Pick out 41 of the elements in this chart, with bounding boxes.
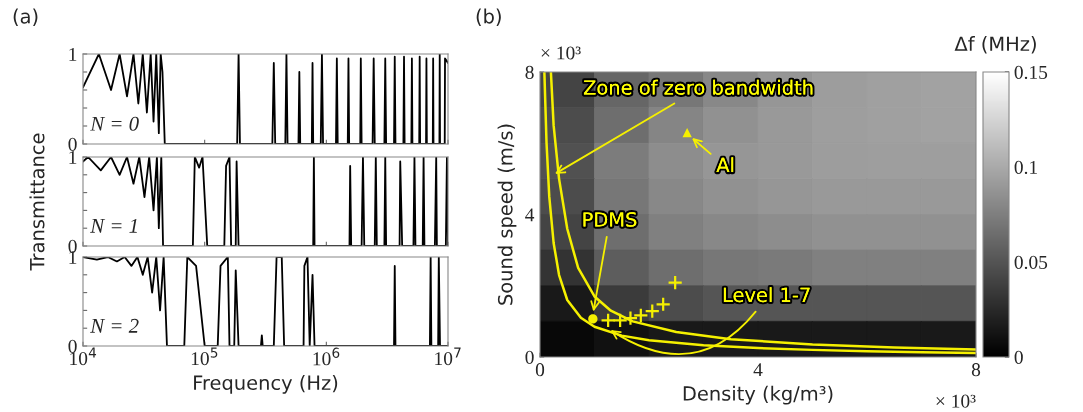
annotation: Level 1-7 <box>723 287 810 303</box>
text: × 10³ <box>936 394 976 408</box>
point <box>612 312 628 328</box>
y-tick-label: 4 <box>525 208 535 222</box>
chart-title: (a) <box>13 8 38 26</box>
x-tick-label: 4 <box>753 363 763 377</box>
annotation: N = 1 <box>90 218 137 233</box>
text: × 10³ <box>541 46 581 60</box>
annotation: Al <box>716 157 734 173</box>
y-tick-label: 0 <box>68 137 77 151</box>
color-bar-label: 0.1 <box>1014 160 1037 175</box>
y-tick-label: 1 <box>69 250 77 264</box>
x-axis-title: Density (kg/m³) <box>683 385 833 405</box>
annotation: Zone of zero bandwidth <box>583 79 813 95</box>
annotation: N = 0 <box>90 116 139 131</box>
color-bar-title: Δf (MHz) <box>954 36 1036 54</box>
y-tick-label: 1 <box>69 150 77 164</box>
point <box>667 274 683 291</box>
x-axis-title: Frequency (Hz) <box>194 375 338 394</box>
y-tick-label: 1 <box>69 47 77 61</box>
x-tick-label: 0 <box>535 363 545 377</box>
annotation: N = 2 <box>90 318 139 333</box>
x-tick-label: 8 <box>971 363 981 377</box>
point <box>622 310 639 326</box>
color-bar-label: 0.05 <box>1014 255 1048 270</box>
y-tick-label: 8 <box>525 65 534 79</box>
point <box>600 312 616 328</box>
chart-title: (b) <box>476 8 501 26</box>
x-tick-label: 10$^{5}$ <box>191 347 218 366</box>
point <box>655 296 671 312</box>
x-tick-label: 10$^{7}$ <box>435 347 461 366</box>
point <box>682 127 692 138</box>
point <box>633 307 649 324</box>
annotation: PDMS <box>583 212 637 227</box>
y-tick-label: 0 <box>68 239 77 253</box>
y-axis-title: Transmittance <box>29 133 45 271</box>
point <box>588 314 598 324</box>
y-axis-title: Sound speed (m/s) <box>497 124 517 305</box>
point <box>644 303 660 319</box>
x-tick-label: 10$^{6}$ <box>313 347 340 366</box>
color-bar-label: 0.15 <box>1014 65 1048 80</box>
